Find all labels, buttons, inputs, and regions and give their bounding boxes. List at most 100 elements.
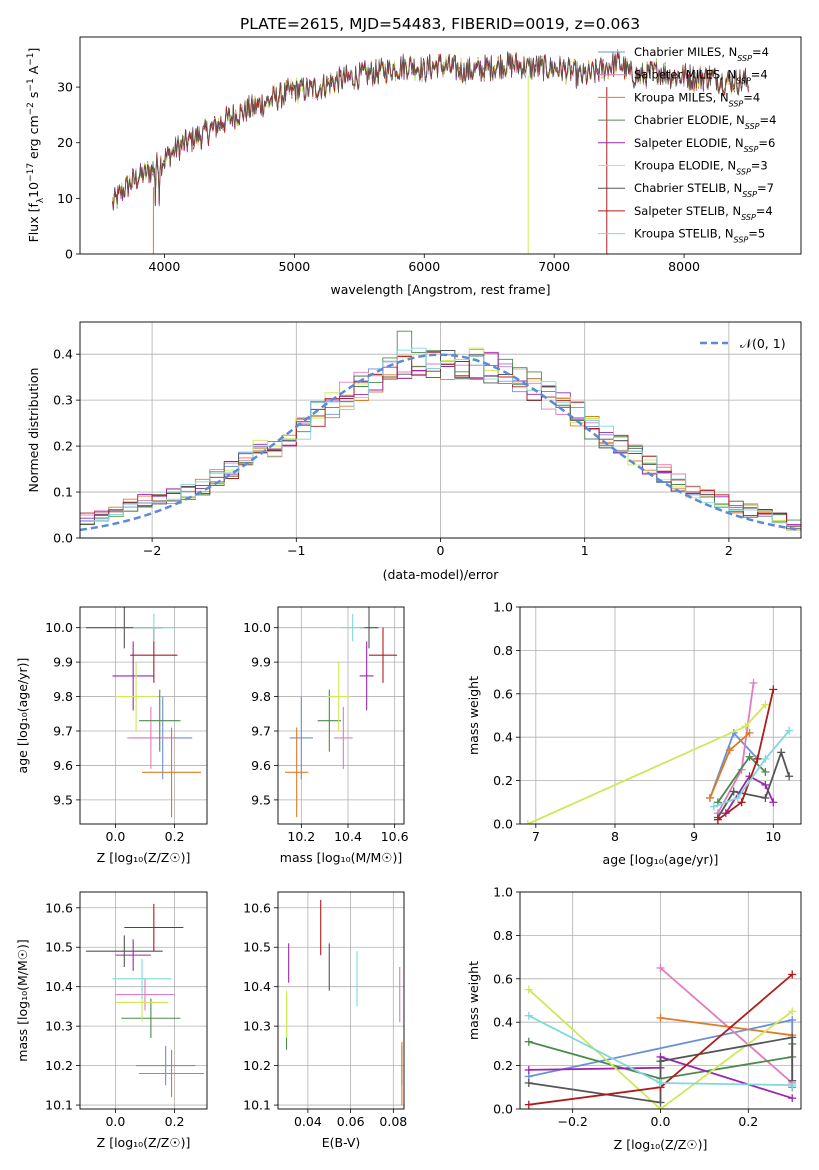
- y-tick-label: 9.8: [251, 689, 271, 704]
- y-tick-label: 9.5: [53, 792, 73, 807]
- legend-label-tail: =4: [752, 45, 769, 59]
- y-tick-label: 9.7: [53, 724, 73, 739]
- y-tick-label: 0.6: [493, 686, 513, 701]
- y-axis-label-part: λ: [36, 197, 46, 203]
- legend-label-tail: =7: [757, 181, 774, 195]
- y-tick-label: 9.9: [251, 655, 271, 670]
- y-tick-label: 9.9: [53, 655, 73, 670]
- y-tick-label: 10.2: [243, 1058, 271, 1073]
- legend-label-sub: SSP: [729, 99, 744, 108]
- legend-label: 𝒩(0, 1): [740, 336, 786, 351]
- x-axis-label: Z [log₁₀(Z/Z☉)]: [97, 1135, 191, 1150]
- mass-vs-ebv-panel: 0.04 0.06 0.08 10.1 10.2 10.3 10.4 10.5 10.6 E(B-…: [243, 891, 407, 1150]
- y-tick-label: 0.6: [493, 971, 513, 986]
- legend-label-tail: =5: [748, 227, 765, 241]
- error-crosses: [285, 607, 397, 818]
- y-tick-label: 0.0: [493, 1102, 513, 1117]
- y-tick-label: 10.3: [243, 1019, 271, 1034]
- y-tick-label: 0.8: [493, 643, 513, 658]
- x-tick-label: −2: [143, 543, 161, 558]
- y-tick-label: 0.8: [493, 928, 513, 943]
- x-axis-label: wavelength [Angstrom, rest frame]: [330, 282, 550, 297]
- y-tick-label: 0.0: [493, 817, 513, 832]
- x-tick-label: 0: [437, 543, 445, 558]
- y-tick-label: 10: [57, 191, 73, 206]
- x-tick-label: 0.08: [379, 1114, 407, 1129]
- x-tick-label: 0.2: [738, 1114, 758, 1129]
- legend-label-tail: =4: [751, 68, 768, 82]
- y-tick-label: 10.5: [243, 940, 271, 955]
- y-tick-label: 1.0: [493, 885, 513, 900]
- legend-label: Kroupa ELODIE, NSSP=3: [634, 159, 768, 177]
- y-tick-label: 10.1: [243, 1098, 271, 1113]
- y-axis-label: age [log₁₀(age/yr)]: [15, 658, 30, 774]
- legend-label-name: Kroupa MILES, N: [634, 90, 729, 104]
- axes-frame: [277, 606, 405, 825]
- x-axis-label: Z [log₁₀(Z/Z☉)]: [97, 850, 191, 865]
- y-tick-label: 10.6: [45, 900, 73, 915]
- axes-frame: [277, 891, 405, 1110]
- y-tick-label: 10.5: [45, 940, 73, 955]
- legend-label: Chabrier STELIB, NSSP=7: [634, 181, 774, 199]
- x-tick-label: 10.6: [381, 829, 409, 844]
- x-tick-label: 0.0: [105, 829, 125, 844]
- residual-histograms: [80, 330, 801, 532]
- error-crosses: [85, 607, 202, 818]
- x-tick-label: 7: [532, 829, 540, 844]
- axes-frame: [79, 606, 208, 825]
- y-tick-label: 9.8: [53, 689, 73, 704]
- legend-label-sub: SSP: [736, 167, 751, 176]
- y-tick-label: 20: [57, 135, 73, 150]
- y-axis-label-part: −2: [26, 102, 36, 115]
- legend-label-name: Salpeter STELIB, N: [634, 204, 741, 218]
- y-tick-label: 9.6: [251, 758, 271, 773]
- hist-kroupa-stelib: [80, 347, 801, 527]
- axes-frame: [79, 891, 208, 1110]
- x-tick-label: 9: [690, 829, 698, 844]
- y-axis-label: mass weight: [466, 676, 481, 755]
- y-tick-label: 10.0: [243, 620, 271, 635]
- x-tick-label: 0.2: [165, 1114, 185, 1129]
- y-axis-label-part: −17: [26, 163, 36, 182]
- y-tick-label: 0.4: [53, 347, 73, 362]
- legend-label-name: Kroupa STELIB, N: [634, 227, 734, 241]
- x-tick-label: 0.0: [651, 1114, 671, 1129]
- legend-label-sub: SSP: [736, 76, 751, 85]
- legend-label-tail: =4: [743, 90, 760, 104]
- error-crosses: [85, 903, 205, 1098]
- y-tick-label: 9.6: [53, 758, 73, 773]
- x-axis-label: age [log₁₀(age/yr)]: [603, 852, 719, 867]
- y-tick-label: 10.4: [243, 979, 271, 994]
- y-tick-label: 0.2: [493, 773, 513, 788]
- x-tick-label: 4000: [149, 259, 181, 274]
- y-tick-label: 0.2: [53, 439, 73, 454]
- axes-frame: [79, 36, 802, 255]
- legend-label: Chabrier MILES, NSSP=4: [634, 45, 769, 63]
- y-axis-label-part: 10: [26, 182, 41, 198]
- weight-line-kroupa-miles: [660, 1017, 793, 1037]
- x-tick-label: 10.2: [287, 829, 315, 844]
- y-tick-label: 10.0: [45, 620, 73, 635]
- y-axis-label: mass weight: [466, 961, 481, 1040]
- weight-vs-age-panel: 7 8 9 10 0.0 0.2 0.4 0.6 0.8 1.0 age [log₁₀(age/yr…: [466, 600, 802, 867]
- y-tick-label: 0.1: [53, 485, 73, 500]
- y-tick-label: 1.0: [493, 600, 513, 615]
- y-tick-label: 0.4: [493, 1015, 513, 1030]
- legend-label: Salpeter STELIB, NSSP=4: [634, 204, 773, 222]
- legend-label-tail: =3: [751, 159, 768, 173]
- x-tick-label: 8000: [668, 259, 700, 274]
- y-tick-label: 10.4: [45, 979, 73, 994]
- x-tick-label: 0.06: [337, 1114, 365, 1129]
- weight-line-kroupa-elodie: [528, 988, 793, 1109]
- x-tick-label: 7000: [538, 259, 570, 274]
- legend-label-sub: SSP: [741, 212, 756, 221]
- legend-label-sub: SSP: [737, 54, 752, 63]
- x-tick-label: 0.0: [105, 1114, 125, 1129]
- legend-label-sub: SSP: [744, 144, 759, 153]
- x-tick-label: −1: [287, 543, 305, 558]
- y-tick-label: 0.0: [53, 531, 73, 546]
- age-vs-Z-panel: 0.0 0.2 9.5 9.6 9.7 9.8 9.9 10.0 Z [log₁₀(Z/Z☉)]…: [15, 606, 208, 865]
- legend-label-name: Kroupa ELODIE, N: [634, 159, 736, 173]
- y-axis-label-part: −1: [26, 53, 36, 66]
